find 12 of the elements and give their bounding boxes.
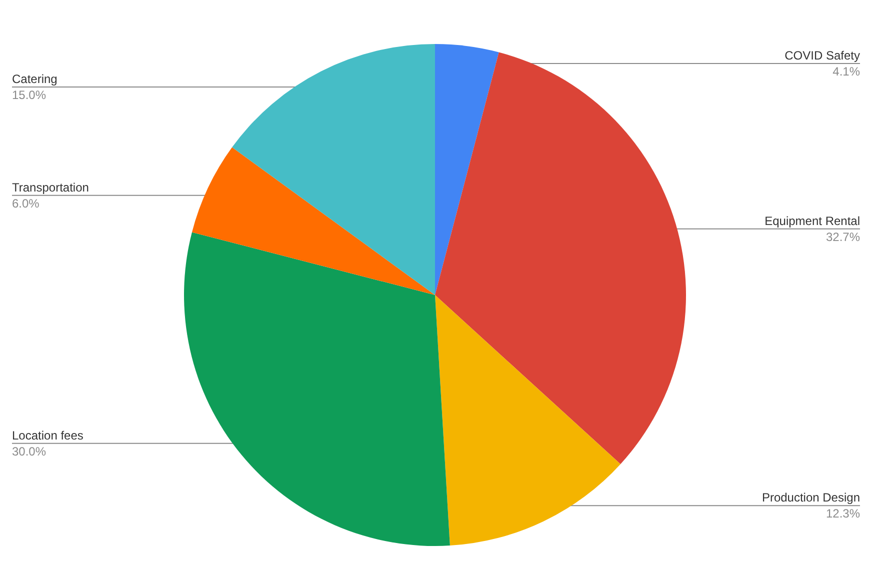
slice-label: Transportation [12, 180, 89, 194]
slice-label: Equipment Rental [764, 214, 860, 228]
data-label: 30.0% [12, 444, 46, 458]
slice-label: Catering [12, 72, 58, 86]
slice-label: Location fees [12, 428, 84, 442]
data-label: 4.1% [832, 64, 860, 78]
data-label: 32.7% [826, 230, 860, 244]
slice-label: COVID Safety [784, 48, 860, 62]
slice-label: Production Design [762, 490, 860, 505]
data-label: 15.0% [12, 88, 46, 102]
data-label: 12.3% [826, 506, 860, 521]
data-label: 6.0% [12, 196, 40, 210]
